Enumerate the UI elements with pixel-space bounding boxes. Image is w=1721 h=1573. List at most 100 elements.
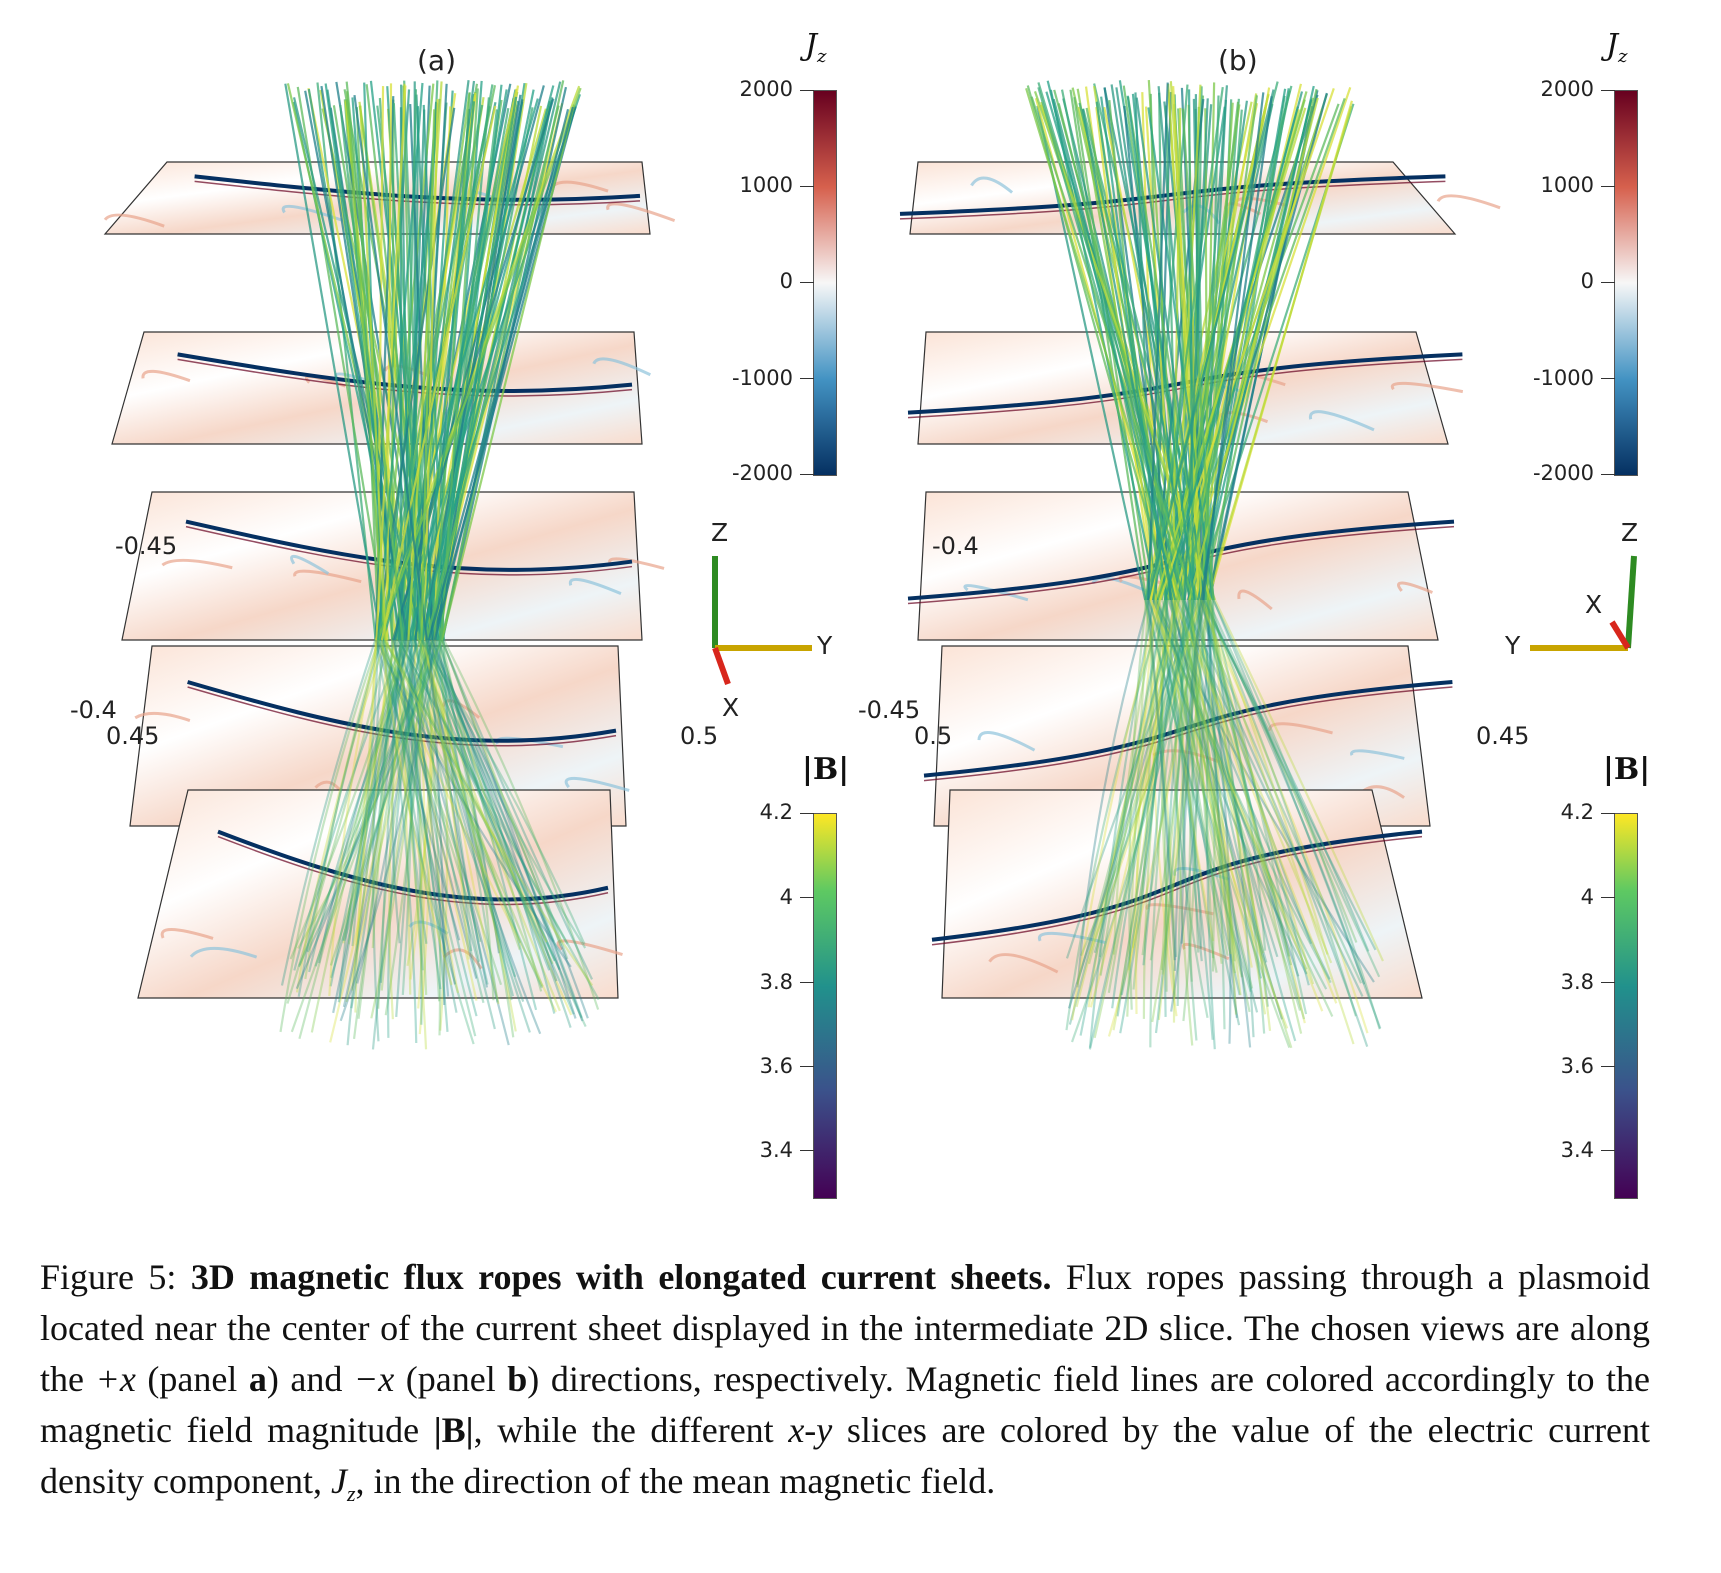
panel-a-jz-colorbar <box>813 90 837 476</box>
current-sheet-edge <box>187 686 617 747</box>
field-line-lower <box>310 639 409 1033</box>
field-line-lower <box>297 639 443 950</box>
panel-a-b-tickmark <box>800 1150 814 1151</box>
field-line-lower <box>1071 599 1161 1021</box>
field-line-lower <box>1089 599 1176 1008</box>
field-line-lower <box>1157 599 1204 1021</box>
field-line-lower <box>384 639 428 1016</box>
field-line-lower <box>433 639 499 1003</box>
field-line-lower <box>371 639 444 1050</box>
figure-caption: Figure 5: 3D magnetic flux ropes with el… <box>40 1252 1650 1519</box>
field-line-lower <box>1191 599 1272 1031</box>
field-line-lower <box>318 639 412 964</box>
field-line-lower <box>1211 599 1216 972</box>
current-swirl <box>606 202 676 223</box>
caption-math: |B| <box>433 1410 474 1450</box>
field-line-lower <box>1173 599 1338 1004</box>
caption-text: (panel <box>405 1359 496 1399</box>
field-line-lower <box>330 639 439 979</box>
field-line-lower <box>383 639 554 965</box>
field-line <box>425 105 560 641</box>
field-line-lower <box>1189 599 1251 1013</box>
field-line-lower <box>381 639 442 990</box>
field-line-lower <box>1075 599 1180 1008</box>
field-line-lower <box>418 639 428 996</box>
triad-x-axis <box>1609 620 1631 650</box>
field-line-lower <box>1147 599 1308 975</box>
field-line-lower <box>1166 599 1331 980</box>
field-line-lower <box>1148 599 1291 1048</box>
field-line-lower <box>1156 599 1328 990</box>
panel-a-b-tickmark <box>800 897 814 898</box>
field-line-lower <box>427 639 587 949</box>
field-line <box>1147 107 1215 601</box>
field-line-lower <box>279 639 380 1033</box>
panel-a-jz-tickmark <box>800 474 814 475</box>
field-line-lower <box>1164 599 1259 1013</box>
field-line-lower <box>1080 599 1204 957</box>
current-sheet <box>931 829 1423 942</box>
field-line <box>420 109 436 641</box>
field-line-lower <box>1088 599 1203 965</box>
field-line-lower <box>427 639 446 1006</box>
field-line <box>284 83 383 641</box>
field-line-lower <box>1187 599 1214 959</box>
field-line-lower <box>329 639 421 1043</box>
field-line-lower <box>339 639 436 1022</box>
field-line-lower <box>382 639 482 943</box>
field-line-lower <box>1169 599 1252 1048</box>
field-line-lower <box>380 639 453 986</box>
field-line <box>1188 97 1319 601</box>
field-line-lower <box>438 639 538 1011</box>
field-line-lower <box>1199 599 1313 945</box>
field-line-lower <box>376 639 544 987</box>
field-line-lower <box>1147 599 1176 961</box>
panel-a-label: (a) <box>417 44 457 77</box>
field-line-lower <box>1202 599 1232 1044</box>
field-line-lower <box>424 639 569 945</box>
field-line <box>359 105 387 641</box>
field-line-lower <box>308 639 421 973</box>
field-line-lower <box>1181 599 1198 1041</box>
field-line-lower <box>1170 599 1241 1026</box>
field-line <box>1147 82 1169 601</box>
field-line-lower <box>407 639 450 997</box>
field-line-lower <box>440 639 594 980</box>
field-line-lower <box>374 639 461 941</box>
field-line-lower <box>1181 599 1369 1047</box>
field-line-lower <box>314 639 435 967</box>
field-line-lower <box>338 639 411 999</box>
field-line-lower <box>375 639 572 968</box>
field-line-lower <box>1172 599 1215 942</box>
field-line <box>1152 86 1224 601</box>
field-line-lower <box>1145 599 1252 993</box>
panel-b-x-right-label: 0.45 <box>1476 722 1530 750</box>
current-swirl <box>1350 749 1405 760</box>
field-line-lower <box>1173 599 1203 971</box>
field-line-lower <box>370 639 425 1019</box>
panel-b-y-bottom-label: -0.45 <box>858 696 921 724</box>
panel-a-triad-x-label: X <box>722 693 740 722</box>
field-line-lower <box>380 639 418 1044</box>
panel-a-jz-tickmark <box>800 282 814 283</box>
current-swirl <box>1237 589 1273 611</box>
panel-b-b-tickmark <box>1601 1066 1615 1067</box>
current-swirl <box>1390 381 1464 394</box>
field-line-lower <box>1175 599 1236 962</box>
field-line-lower <box>442 639 489 985</box>
panel-b-y-top-label: -0.4 <box>932 532 979 560</box>
field-line-lower <box>351 639 410 947</box>
field-line <box>1205 106 1353 601</box>
field-line-lower <box>1119 599 1168 1034</box>
triad-z-axis <box>1625 555 1637 649</box>
panel-a-jz-tick: -1000 <box>731 366 793 390</box>
field-line-lower <box>352 639 418 1040</box>
panel-a-y-bottom-label: -0.4 <box>70 696 117 724</box>
field-line-lower <box>399 639 522 944</box>
xy-slice <box>933 645 1431 827</box>
field-line-lower <box>1120 599 1169 996</box>
field-line-lower <box>1067 599 1190 1009</box>
field-line <box>380 105 497 641</box>
caption-panel-ref: b <box>507 1359 528 1399</box>
current-swirl <box>568 578 622 596</box>
